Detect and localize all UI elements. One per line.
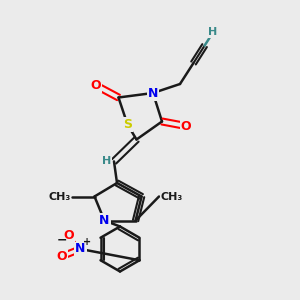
Text: N: N: [99, 214, 110, 227]
Text: O: O: [56, 250, 67, 263]
Text: O: O: [64, 229, 74, 242]
Text: H: H: [208, 27, 217, 38]
Text: O: O: [91, 79, 101, 92]
Text: N: N: [148, 86, 158, 100]
Text: −: −: [57, 233, 68, 247]
Text: +: +: [83, 237, 91, 248]
Text: S: S: [123, 118, 132, 131]
Text: H: H: [102, 156, 111, 167]
Text: N: N: [75, 242, 85, 256]
Text: O: O: [181, 119, 191, 133]
Text: CH₃: CH₃: [48, 191, 70, 202]
Text: CH₃: CH₃: [160, 191, 183, 202]
